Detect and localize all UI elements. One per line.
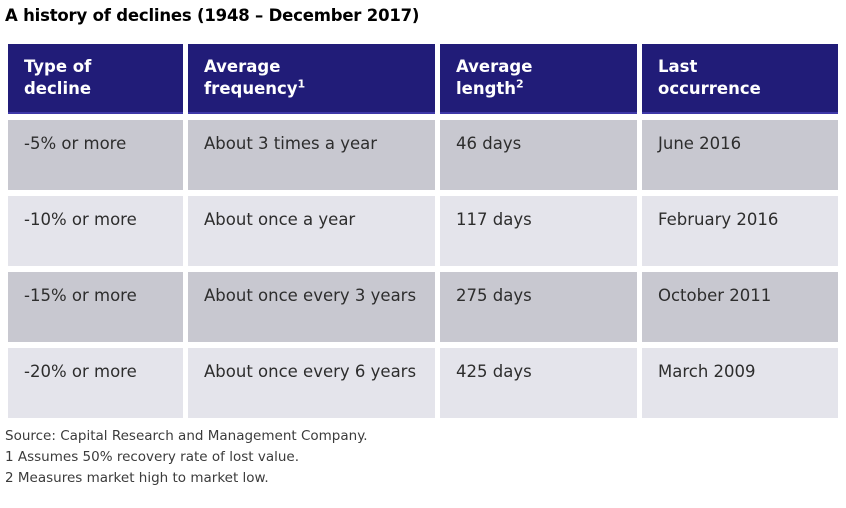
header-text: decline xyxy=(24,78,92,98)
header-superscript: 1 xyxy=(297,77,306,91)
cell-length: 425 days xyxy=(440,348,637,418)
header-last-occurrence: Last occurrence xyxy=(642,44,838,114)
cell-decline-type: -20% or more xyxy=(8,348,183,418)
page: A history of declines (1948 – December 2… xyxy=(5,6,842,489)
header-superscript: 2 xyxy=(516,77,524,91)
header-line-2: length2 xyxy=(456,78,621,100)
header-line-1: Last xyxy=(658,57,698,76)
cell-frequency: About 3 times a year xyxy=(188,120,435,190)
header-average-frequency: Average frequency1 xyxy=(188,44,435,114)
cell-frequency: About once every 6 years xyxy=(188,348,435,418)
cell-length: 275 days xyxy=(440,272,637,342)
header-text: occurrence xyxy=(658,78,761,98)
header-line-1: Average xyxy=(204,57,281,76)
page-title: A history of declines (1948 – December 2… xyxy=(5,6,420,25)
header-line-1: Average xyxy=(456,57,533,76)
declines-table: Type of decline Average frequency1 Avera… xyxy=(8,44,838,418)
header-line-2: occurrence xyxy=(658,78,822,100)
cell-decline-type: -10% or more xyxy=(8,196,183,266)
footnote-2: 2 Measures market high to market low. xyxy=(5,469,269,486)
cell-occurrence: June 2016 xyxy=(642,120,838,190)
cell-frequency: About once every 3 years xyxy=(188,272,435,342)
cell-occurrence: February 2016 xyxy=(642,196,838,266)
cell-length: 117 days xyxy=(440,196,637,266)
header-average-length: Average length2 xyxy=(440,44,637,114)
header-text: frequency xyxy=(204,78,298,98)
footnotes: Source: Capital Research and Management … xyxy=(5,426,842,489)
header-line-2: frequency1 xyxy=(204,78,419,100)
cell-decline-type: -15% or more xyxy=(8,272,183,342)
cell-length: 46 days xyxy=(440,120,637,190)
header-line-2: decline xyxy=(24,78,167,100)
cell-decline-type: -5% or more xyxy=(8,120,183,190)
header-text: length xyxy=(456,78,517,98)
source-note: Source: Capital Research and Management … xyxy=(5,428,368,444)
cell-occurrence: March 2009 xyxy=(642,348,838,418)
header-line-1: Type of xyxy=(24,57,92,76)
cell-occurrence: October 2011 xyxy=(642,272,838,342)
cell-frequency: About once a year xyxy=(188,196,435,266)
header-type-of-decline: Type of decline xyxy=(8,44,183,114)
footnote-1: 1 Assumes 50% recovery rate of lost valu… xyxy=(5,448,299,465)
